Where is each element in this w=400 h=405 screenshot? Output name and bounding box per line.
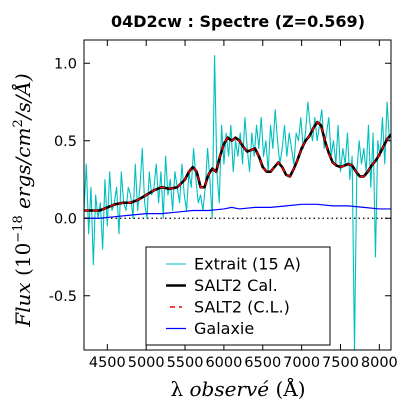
svg-text:λ observé (Å): λ observé (Å): [170, 376, 305, 400]
x-tick-label: 7500: [322, 355, 359, 371]
legend-label-galaxie: Galaxie: [194, 319, 254, 338]
legend-label-salt2-cl: SALT2 (C.L.): [194, 298, 290, 317]
x-axis-label: λ observé (Å): [170, 376, 305, 401]
y-tick-label: 0.5: [54, 134, 77, 150]
series-line-galaxie: [84, 203, 391, 219]
y-tick-label: 0.0: [54, 211, 77, 227]
legend-label-salt2-cal: SALT2 Cal.: [194, 276, 278, 295]
plot-frame: [83, 39, 392, 351]
x-tick-label: 6500: [244, 355, 281, 371]
x-tick-label: 5000: [128, 355, 165, 371]
x-tick-label: 5500: [167, 355, 204, 371]
y-axis-label: Flux (10−18 ergs/cm2/s/Å): [10, 73, 35, 328]
series-layer: [84, 54, 391, 350]
x-label-unit: (Å): [275, 376, 305, 400]
y-label-exponent: −18: [11, 215, 26, 242]
x-tick-label: 8000: [361, 355, 398, 371]
y-tick-label: 1.0: [54, 56, 77, 72]
legend-label-extrait: Extrait (15 A): [194, 255, 301, 274]
series-line-extrait: [84, 54, 390, 350]
x-tick-label: 6000: [205, 355, 242, 371]
y-label-open: (10: [11, 243, 35, 283]
x-label-observe: observé: [183, 377, 275, 400]
y-tick-label: -0.5: [49, 289, 77, 305]
series-line-salt2-cl: [84, 121, 391, 212]
x-tick-label: 7000: [283, 355, 320, 371]
x-tick-label: 4500: [89, 355, 126, 371]
y-label-flux: Flux: [11, 282, 35, 327]
legend: Extrait (15 A) SALT2 Cal. SALT2 (C.L.) Gala…: [145, 246, 331, 346]
y-label-close: /s/Å): [10, 73, 35, 121]
chart-title: 04D2cw : Spectre (Z=0.569): [111, 12, 365, 31]
y-label-squared: 2: [11, 119, 26, 127]
y-label-units: ergs/cm: [11, 128, 35, 216]
x-label-lambda: λ: [170, 377, 183, 400]
svg-text:Flux (10−18 ergs/cm2/s/Å): Flux (10−18 ergs/cm2/s/Å): [10, 73, 35, 328]
